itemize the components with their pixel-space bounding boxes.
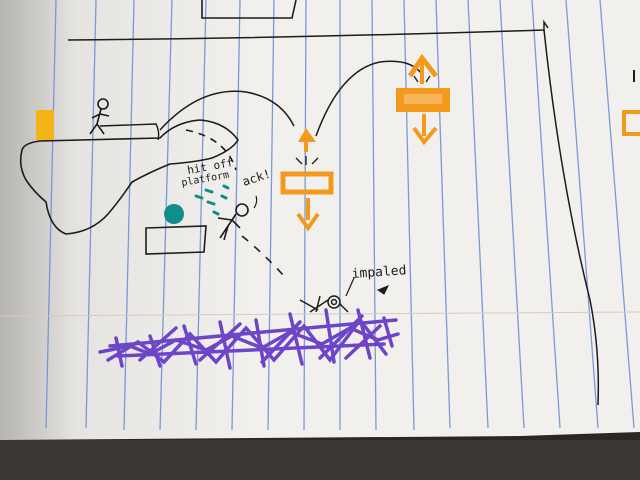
cliff-outline	[19, 119, 239, 235]
stick-figure-player	[89, 98, 110, 135]
orange-block-right-edge	[622, 70, 640, 136]
lower-small-platform	[145, 225, 207, 255]
stick-figure-impaled	[299, 295, 349, 313]
ack-leader	[253, 195, 258, 209]
stick-figure-hit	[217, 203, 249, 241]
purple-spike-field	[98, 308, 400, 370]
teal-motion-dashes	[194, 184, 230, 216]
orange-moving-platform-middle	[280, 128, 334, 232]
right-wall-line	[543, 29, 600, 406]
top-box-sketch	[201, 0, 297, 19]
fall-trajectory-dashed-2	[241, 235, 285, 277]
paper-shadow	[0, 0, 640, 440]
orange-moving-platform-top	[396, 53, 450, 146]
fall-trajectory-dashed	[185, 129, 237, 171]
label-impaled: impaled	[351, 263, 407, 282]
ceiling-line	[67, 19, 549, 41]
margin-line	[0, 311, 640, 317]
jump-arc-2	[315, 60, 423, 137]
jump-arc-1	[159, 90, 295, 131]
ledge-top-line	[99, 123, 160, 141]
impaled-leader	[345, 277, 355, 297]
scribble-mark	[376, 285, 390, 295]
carpet-strip	[0, 440, 640, 480]
teal-ball-projectile	[164, 204, 184, 224]
yellow-block	[36, 110, 54, 140]
